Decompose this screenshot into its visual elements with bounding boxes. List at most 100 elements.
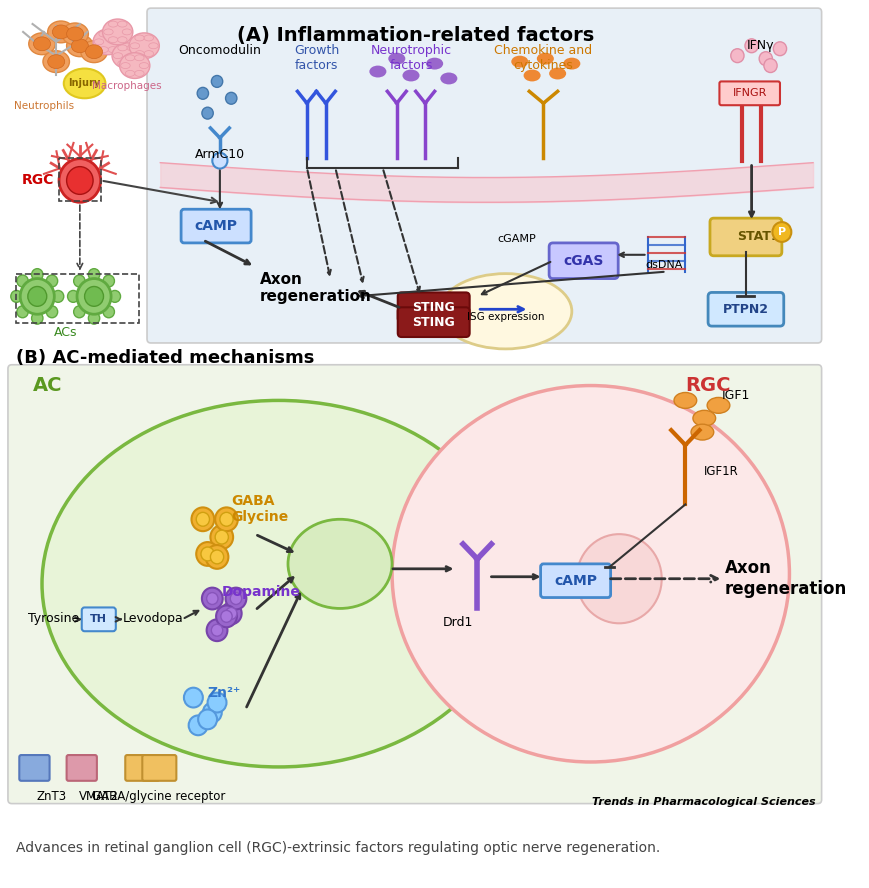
Circle shape — [220, 512, 233, 527]
Text: Tyrosine: Tyrosine — [28, 612, 79, 625]
Ellipse shape — [43, 51, 70, 73]
Ellipse shape — [117, 21, 127, 27]
FancyBboxPatch shape — [707, 292, 783, 326]
FancyBboxPatch shape — [67, 755, 96, 781]
Ellipse shape — [135, 70, 144, 76]
Ellipse shape — [288, 519, 392, 608]
Circle shape — [576, 535, 661, 623]
Ellipse shape — [692, 410, 715, 426]
FancyBboxPatch shape — [8, 365, 820, 804]
Circle shape — [103, 275, 115, 287]
Circle shape — [46, 305, 57, 318]
Circle shape — [212, 153, 227, 169]
Circle shape — [31, 269, 43, 281]
Circle shape — [730, 49, 743, 63]
Ellipse shape — [673, 392, 696, 408]
Ellipse shape — [99, 31, 109, 37]
Ellipse shape — [29, 33, 56, 55]
Text: GABA/glycine receptor: GABA/glycine receptor — [91, 789, 225, 803]
Circle shape — [207, 619, 227, 641]
Ellipse shape — [130, 43, 140, 49]
Ellipse shape — [48, 21, 74, 43]
Circle shape — [772, 222, 791, 242]
FancyBboxPatch shape — [19, 755, 50, 781]
Circle shape — [763, 59, 776, 73]
Ellipse shape — [439, 274, 571, 349]
Ellipse shape — [42, 400, 514, 767]
Ellipse shape — [440, 73, 457, 84]
Text: dsDNA: dsDNA — [645, 260, 682, 270]
Circle shape — [89, 313, 100, 324]
Ellipse shape — [123, 29, 131, 35]
Circle shape — [221, 602, 242, 624]
Text: VMAT2: VMAT2 — [79, 789, 119, 803]
Ellipse shape — [117, 36, 127, 43]
Circle shape — [773, 42, 786, 56]
Circle shape — [74, 275, 85, 287]
Text: IGF1R: IGF1R — [704, 465, 738, 479]
Circle shape — [744, 39, 758, 52]
Text: Dopamine: Dopamine — [222, 584, 301, 599]
Text: Neutrophils: Neutrophils — [14, 101, 74, 111]
Text: cAMP: cAMP — [554, 574, 596, 588]
Text: P: P — [777, 227, 785, 237]
FancyBboxPatch shape — [548, 243, 618, 279]
Circle shape — [28, 287, 47, 306]
Ellipse shape — [392, 385, 788, 762]
Ellipse shape — [63, 68, 105, 99]
Ellipse shape — [426, 58, 442, 69]
Circle shape — [225, 588, 246, 609]
Text: Trends in Pharmacological Sciences: Trends in Pharmacological Sciences — [592, 797, 815, 806]
Ellipse shape — [131, 52, 141, 59]
Ellipse shape — [52, 25, 70, 39]
Circle shape — [109, 290, 121, 302]
Circle shape — [183, 687, 202, 708]
Circle shape — [10, 290, 22, 302]
Circle shape — [225, 607, 236, 619]
Circle shape — [84, 287, 103, 306]
FancyBboxPatch shape — [709, 218, 781, 256]
Ellipse shape — [144, 35, 154, 41]
Circle shape — [202, 588, 222, 609]
Ellipse shape — [117, 60, 127, 67]
Text: RGC: RGC — [22, 173, 54, 187]
Ellipse shape — [108, 47, 117, 52]
Circle shape — [202, 107, 213, 119]
Ellipse shape — [129, 33, 159, 59]
Circle shape — [74, 305, 85, 318]
Ellipse shape — [34, 37, 50, 51]
Ellipse shape — [402, 69, 419, 82]
Ellipse shape — [119, 52, 149, 78]
Circle shape — [215, 507, 237, 531]
FancyBboxPatch shape — [397, 292, 469, 322]
Circle shape — [189, 716, 208, 735]
Circle shape — [198, 710, 216, 729]
Text: Zn²⁺: Zn²⁺ — [208, 686, 241, 700]
Text: IFNGR: IFNGR — [732, 88, 766, 99]
Ellipse shape — [369, 66, 386, 77]
FancyBboxPatch shape — [181, 210, 251, 243]
Ellipse shape — [113, 39, 123, 44]
Circle shape — [59, 159, 101, 202]
Circle shape — [196, 542, 219, 566]
Circle shape — [211, 75, 222, 87]
Ellipse shape — [93, 29, 123, 55]
Text: Levodopa: Levodopa — [123, 612, 183, 625]
Ellipse shape — [81, 41, 107, 63]
Ellipse shape — [67, 27, 83, 41]
Circle shape — [89, 269, 100, 281]
Ellipse shape — [85, 44, 103, 59]
Ellipse shape — [125, 70, 135, 76]
FancyBboxPatch shape — [143, 755, 176, 781]
Text: IGF1: IGF1 — [720, 389, 749, 402]
Circle shape — [77, 279, 111, 314]
Text: Neurotrophic
factors: Neurotrophic factors — [370, 44, 451, 72]
Text: Axon
regeneration: Axon regeneration — [724, 559, 846, 599]
Ellipse shape — [109, 21, 117, 27]
Ellipse shape — [127, 60, 136, 67]
Text: Growth
factors: Growth factors — [294, 44, 339, 72]
Ellipse shape — [99, 47, 109, 52]
Circle shape — [207, 592, 218, 605]
Text: Axon
regeneration: Axon regeneration — [259, 272, 371, 304]
Circle shape — [208, 693, 226, 712]
